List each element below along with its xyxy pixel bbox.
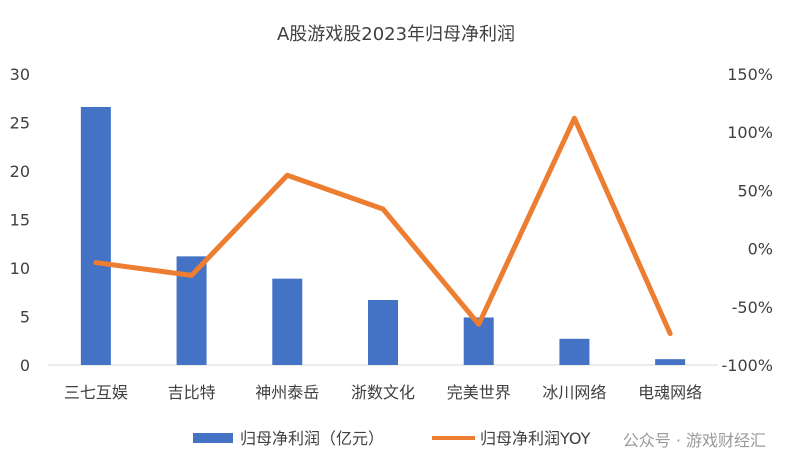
category-label: 电魂网络 xyxy=(638,383,702,402)
right-tick-label: 150% xyxy=(727,65,773,84)
left-tick-label: 10 xyxy=(10,259,30,278)
category-label: 完美世界 xyxy=(447,383,511,402)
bar xyxy=(368,300,398,365)
line-series xyxy=(93,115,673,337)
category-label: 浙数文化 xyxy=(351,383,415,402)
legend: 归母净利润（亿元） 归母净利润YOY xyxy=(193,429,591,448)
category-label: 冰川网络 xyxy=(542,383,606,402)
right-tick-label: 0% xyxy=(748,240,773,259)
bar xyxy=(559,338,590,365)
legend-line-label: 归母净利润YOY xyxy=(480,429,591,448)
watermark-text: 公众号 · 游戏财经汇 xyxy=(623,431,766,450)
left-tick-label: 0 xyxy=(20,356,30,375)
left-tick-label: 20 xyxy=(10,162,30,181)
chart-title: A股游戏股2023年归母净利润 xyxy=(277,24,515,45)
category-label: 三七互娱 xyxy=(64,383,128,402)
left-tick-label: 25 xyxy=(10,114,30,133)
category-label: 吉比特 xyxy=(168,383,216,402)
legend-bar-label: 归母净利润（亿元） xyxy=(240,429,384,448)
bar xyxy=(655,359,686,365)
bar xyxy=(80,106,111,365)
left-tick-label: 15 xyxy=(10,211,30,230)
left-axis: 0 5 10 15 20 25 30 xyxy=(10,65,30,375)
right-axis: -100% -50% 0% 50% 100% 150% xyxy=(721,65,773,375)
bar xyxy=(272,278,303,365)
right-tick-label: 100% xyxy=(727,123,773,142)
category-label: 神州泰岳 xyxy=(255,383,319,402)
right-tick-label: -100% xyxy=(721,356,773,375)
legend-bar-swatch xyxy=(193,433,233,443)
left-tick-label: 5 xyxy=(20,308,30,327)
right-tick-label: -50% xyxy=(732,298,773,317)
series-line xyxy=(93,115,673,337)
bar-series xyxy=(80,106,686,365)
right-tick-label: 50% xyxy=(737,181,773,200)
x-axis-categories: 三七互娱 吉比特 神州泰岳 浙数文化 完美世界 冰川网络 电魂网络 xyxy=(64,383,702,402)
left-tick-label: 30 xyxy=(10,65,30,84)
